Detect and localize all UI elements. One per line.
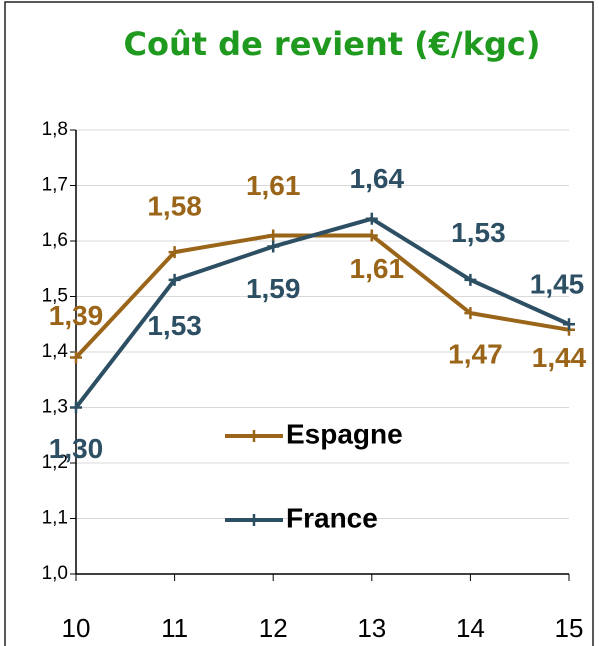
marker <box>464 273 477 286</box>
marker <box>267 240 280 253</box>
line <box>74 216 570 409</box>
data-label: 1,44 <box>532 342 587 373</box>
marker <box>365 212 378 225</box>
x-tick-label: 15 <box>555 613 584 643</box>
marker <box>70 401 82 414</box>
chart-frame <box>4 1 594 646</box>
data-label: 1,61 <box>350 253 405 284</box>
data-label: 1,53 <box>147 310 202 341</box>
y-tick-label: 1,0 <box>42 563 68 584</box>
data-label: 1,59 <box>246 273 301 304</box>
data-label: 1,30 <box>49 433 104 464</box>
data-label: 1,47 <box>448 339 503 370</box>
y-tick-label: 1,7 <box>42 175 68 196</box>
x-tick-label: 13 <box>357 613 386 643</box>
y-tick-label: 1,1 <box>42 508 68 529</box>
chart-title: Coût de revient (€/kgc) <box>123 25 540 63</box>
x-tick-label: 14 <box>456 613 485 643</box>
marker <box>267 229 280 242</box>
y-tick-label: 1,2 <box>42 452 68 473</box>
y-tick-label: 1,5 <box>42 286 68 307</box>
data-label: 1,58 <box>147 190 202 221</box>
y-tick-label: 1,6 <box>42 230 68 251</box>
data-label: 1,45 <box>530 269 585 300</box>
legend-label: Espagne <box>286 418 403 449</box>
marker <box>168 246 181 259</box>
marker <box>365 229 378 242</box>
marker <box>563 318 575 331</box>
marker <box>70 351 82 364</box>
data-label: 1,39 <box>49 300 104 331</box>
y-tick-label: 1,4 <box>42 341 69 362</box>
x-tick-label: 10 <box>62 613 91 643</box>
x-tick-label: 11 <box>161 613 188 643</box>
x-tick-label: 12 <box>259 613 288 643</box>
marker <box>168 273 181 286</box>
y-tick-label: 1,3 <box>42 397 68 418</box>
data-label: 1,64 <box>350 163 405 194</box>
marker <box>464 307 477 320</box>
y-tick-label: 1,8 <box>42 119 68 140</box>
data-label: 1,53 <box>451 217 506 248</box>
line <box>74 233 570 359</box>
data-label: 1,61 <box>246 170 301 201</box>
legend-label: France <box>286 502 378 533</box>
